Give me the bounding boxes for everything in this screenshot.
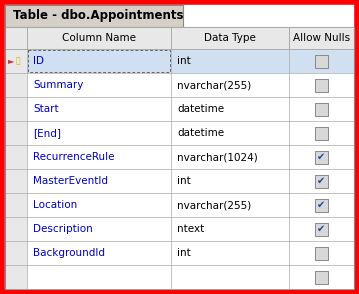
Text: Start: Start <box>33 104 59 114</box>
Bar <box>315 270 328 283</box>
Bar <box>5 27 354 49</box>
Text: 🗝: 🗝 <box>16 56 20 66</box>
Bar <box>5 265 354 289</box>
Text: BackgroundId: BackgroundId <box>33 248 105 258</box>
Bar <box>5 27 354 289</box>
Text: ►: ► <box>8 56 14 66</box>
Text: datetime: datetime <box>177 104 224 114</box>
Bar <box>315 103 328 116</box>
Text: ✔: ✔ <box>317 224 325 234</box>
Bar <box>5 5 183 27</box>
Text: ✔: ✔ <box>317 176 325 186</box>
Bar <box>5 121 27 145</box>
Bar <box>315 126 328 139</box>
Bar <box>5 49 354 73</box>
Bar <box>5 73 27 97</box>
Bar <box>28 50 170 72</box>
Bar <box>5 193 354 217</box>
Bar <box>5 217 354 241</box>
Bar <box>5 73 354 97</box>
Bar <box>315 175 328 188</box>
Bar <box>5 241 27 265</box>
Text: Allow Nulls: Allow Nulls <box>293 33 350 43</box>
Bar <box>315 246 328 260</box>
Text: nvarchar(255): nvarchar(255) <box>177 80 251 90</box>
Text: int: int <box>177 176 191 186</box>
Bar <box>5 169 27 193</box>
Text: nvarchar(255): nvarchar(255) <box>177 200 251 210</box>
Text: MasterEventId: MasterEventId <box>33 176 108 186</box>
Bar <box>5 121 354 145</box>
Text: Summary: Summary <box>33 80 83 90</box>
Bar <box>5 145 27 169</box>
Text: [End]: [End] <box>33 128 61 138</box>
Text: Table - dbo.Appointments: Table - dbo.Appointments <box>13 9 183 23</box>
Text: Column Name: Column Name <box>62 33 136 43</box>
Text: Location: Location <box>33 200 77 210</box>
Bar <box>5 97 354 121</box>
Text: ntext: ntext <box>177 224 204 234</box>
Text: ID: ID <box>33 56 44 66</box>
Text: ✔: ✔ <box>317 152 325 162</box>
Bar <box>315 78 328 91</box>
Bar <box>5 217 27 241</box>
Text: ✔: ✔ <box>317 200 325 210</box>
Bar <box>5 169 354 193</box>
Bar <box>315 198 328 211</box>
Bar <box>5 193 27 217</box>
Text: int: int <box>177 248 191 258</box>
Bar <box>315 151 328 163</box>
Bar <box>315 223 328 235</box>
Bar <box>5 241 354 265</box>
Text: Data Type: Data Type <box>204 33 256 43</box>
Bar <box>5 265 27 289</box>
Text: nvarchar(1024): nvarchar(1024) <box>177 152 258 162</box>
Bar <box>5 145 354 169</box>
Bar <box>5 49 27 73</box>
Text: RecurrenceRule: RecurrenceRule <box>33 152 115 162</box>
Text: Description: Description <box>33 224 93 234</box>
Text: int: int <box>177 56 191 66</box>
Text: datetime: datetime <box>177 128 224 138</box>
Bar <box>315 54 328 68</box>
Bar <box>5 97 27 121</box>
